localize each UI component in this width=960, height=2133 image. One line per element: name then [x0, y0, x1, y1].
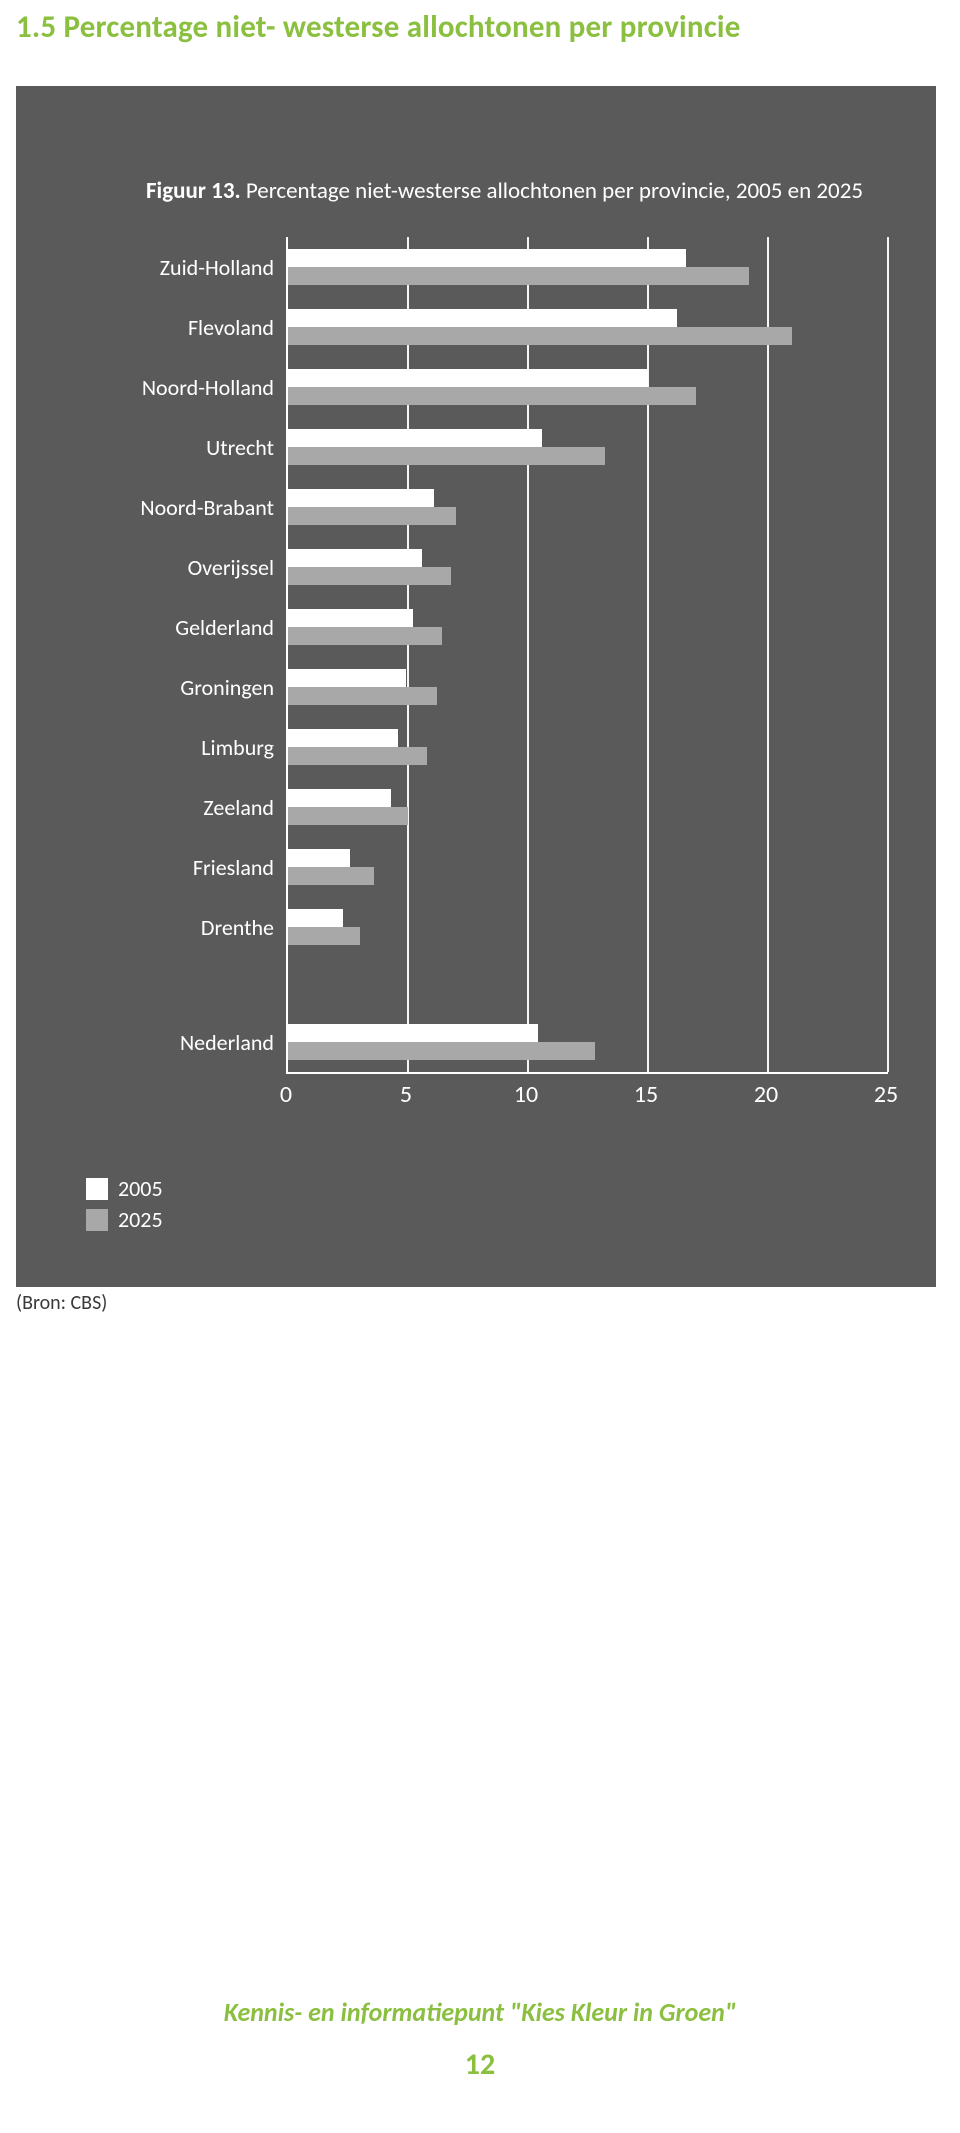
page-number: 12 — [0, 2046, 960, 2083]
bar-2005 — [288, 609, 413, 627]
y-axis-label: Groningen — [180, 657, 286, 717]
bar-group — [288, 597, 888, 657]
figure-label: Figuur 13. — [146, 177, 241, 205]
bar-group — [288, 1012, 888, 1072]
bar-2025 — [288, 387, 696, 405]
y-axis-label: Zeeland — [203, 777, 286, 837]
bar-2025 — [288, 867, 374, 885]
source-label: (Bron: CBS) — [16, 1291, 960, 1315]
bars-container — [288, 237, 888, 1072]
x-axis-tick: 5 — [400, 1080, 412, 1109]
bar-2005 — [288, 549, 422, 567]
legend-label: 2025 — [118, 1206, 163, 1233]
y-axis-label: Friesland — [193, 837, 286, 897]
bar-2025 — [288, 627, 442, 645]
y-axis-label: Noord-Brabant — [140, 477, 286, 537]
legend-label: 2005 — [118, 1175, 163, 1202]
bar-2025 — [288, 447, 605, 465]
y-axis-label: Flevoland — [188, 297, 286, 357]
bar-2025 — [288, 927, 360, 945]
bar-group — [288, 897, 888, 957]
x-axis-tick: 10 — [514, 1080, 538, 1109]
x-axis-tick: 0 — [280, 1080, 292, 1109]
bar-2005 — [288, 789, 391, 807]
bar-group — [288, 837, 888, 897]
chart-caption: Figuur 13. Percentage niet-westerse allo… — [146, 176, 906, 207]
bar-group — [288, 777, 888, 837]
legend-swatch — [86, 1178, 108, 1200]
bar-2005 — [288, 1024, 538, 1042]
y-axis-label: Utrecht — [206, 417, 286, 477]
bar-2005 — [288, 669, 406, 687]
chart-panel: Figuur 13. Percentage niet-westerse allo… — [16, 86, 936, 1287]
page-footer: Kennis- en informatiepunt "Kies Kleur in… — [0, 1996, 960, 2083]
y-axis-label: Zuid-Holland — [160, 237, 286, 297]
bar-2025 — [288, 567, 451, 585]
bar-group — [288, 537, 888, 597]
bar-2005 — [288, 369, 648, 387]
bar-2005 — [288, 309, 677, 327]
bar-2005 — [288, 489, 434, 507]
legend-item: 2005 — [86, 1175, 906, 1202]
x-axis-tick: 25 — [874, 1080, 898, 1109]
x-axis-tick: 20 — [754, 1080, 778, 1109]
figure-caption-text: Percentage niet-westerse allochtonen per… — [246, 177, 863, 205]
bar-2025 — [288, 687, 437, 705]
footer-title: Kennis- en informatiepunt "Kies Kleur in… — [0, 1996, 960, 2028]
bar-2025 — [288, 807, 408, 825]
section-heading: 1.5 Percentage niet- westerse allochtone… — [0, 0, 960, 46]
y-axis-label: Limburg — [201, 717, 286, 777]
bar-2025 — [288, 507, 456, 525]
bar-group — [288, 297, 888, 357]
bar-2025 — [288, 747, 427, 765]
bar-2025 — [288, 267, 749, 285]
bar-2005 — [288, 249, 686, 267]
y-axis-label: Nederland — [180, 1012, 286, 1072]
bar-group — [288, 477, 888, 537]
plot — [286, 237, 888, 1074]
legend: 2005 2025 — [86, 1175, 906, 1233]
bar-2025 — [288, 327, 792, 345]
y-axis-label: Gelderland — [175, 597, 286, 657]
bar-2025 — [288, 1042, 595, 1060]
bar-2005 — [288, 909, 343, 927]
y-axis-label: Noord-Holland — [142, 357, 286, 417]
legend-item: 2025 — [86, 1206, 906, 1233]
y-axis-labels: Zuid-HollandFlevolandNoord-HollandUtrech… — [66, 237, 286, 1074]
x-axis-tick: 15 — [634, 1080, 658, 1109]
y-axis-label: Overijssel — [188, 537, 286, 597]
legend-swatch — [86, 1209, 108, 1231]
bar-group — [288, 357, 888, 417]
bar-2005 — [288, 429, 542, 447]
bar-group — [288, 417, 888, 477]
bar-group — [288, 237, 888, 297]
plot-area: Zuid-HollandFlevolandNoord-HollandUtrech… — [66, 237, 906, 1074]
y-axis-label: Drenthe — [201, 897, 286, 957]
bar-group — [288, 657, 888, 717]
bar-group — [288, 717, 888, 777]
x-axis: 0510152025 — [286, 1080, 886, 1120]
bar-2005 — [288, 849, 350, 867]
bar-2005 — [288, 729, 398, 747]
